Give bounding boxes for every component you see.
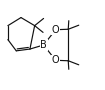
Text: O: O: [52, 25, 59, 35]
Text: O: O: [52, 55, 59, 65]
Text: B: B: [40, 40, 47, 50]
